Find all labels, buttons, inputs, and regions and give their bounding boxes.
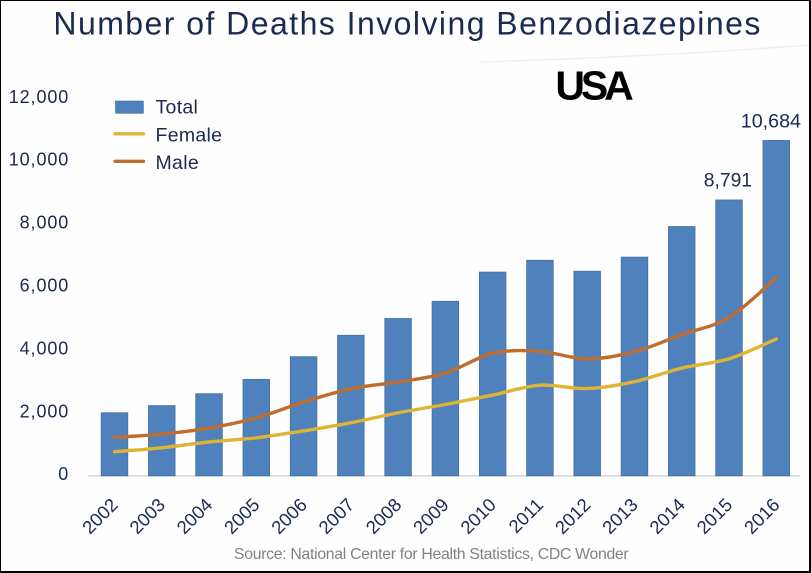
svg-text:2008: 2008 [361,494,405,538]
svg-text:10,684: 10,684 [741,111,801,133]
svg-text:8,000: 8,000 [20,213,70,233]
svg-text:2,000: 2,000 [20,401,70,421]
svg-text:Number of Deaths Involving Ben: Number of Deaths Involving Benzodiazepin… [53,5,761,41]
svg-text:2006: 2006 [267,494,311,538]
svg-text:USA: USA [555,62,633,108]
svg-text:0: 0 [58,464,69,484]
svg-text:2013: 2013 [598,494,642,538]
svg-text:2002: 2002 [78,494,122,538]
svg-text:2016: 2016 [740,494,784,538]
svg-text:2010: 2010 [456,494,500,538]
svg-text:2011: 2011 [504,494,547,537]
svg-text:Male: Male [156,152,199,174]
svg-text:Female: Female [156,124,223,146]
svg-text:10,000: 10,000 [9,150,69,170]
svg-text:2007: 2007 [314,494,358,538]
svg-text:Source: National Center for He: Source: National Center for Health Stati… [234,546,628,563]
svg-text:2004: 2004 [172,494,216,538]
svg-text:12,000: 12,000 [9,87,69,107]
svg-text:Total: Total [156,97,199,119]
svg-text:2012: 2012 [551,494,595,538]
svg-text:2009: 2009 [409,494,453,538]
svg-text:2014: 2014 [645,494,689,538]
svg-text:2003: 2003 [125,494,169,538]
svg-text:4,000: 4,000 [20,338,70,358]
svg-text:6,000: 6,000 [20,276,70,296]
svg-text:2015: 2015 [692,494,736,538]
svg-text:8,791: 8,791 [704,170,752,191]
svg-text:2005: 2005 [220,494,264,538]
